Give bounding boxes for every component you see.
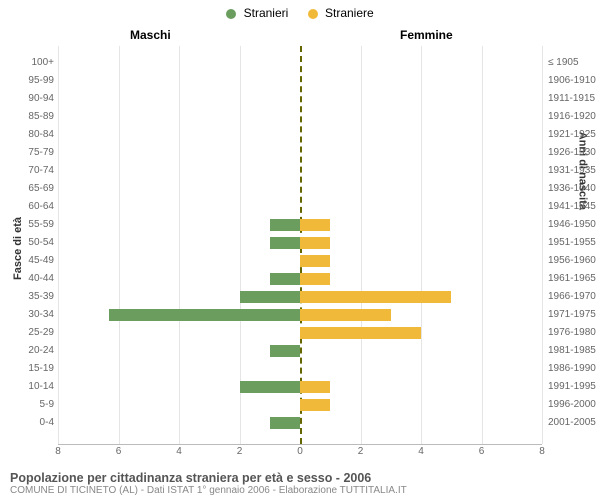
legend-swatch-female (308, 9, 318, 19)
bar-male (270, 273, 300, 285)
x-tick-label: 6 (479, 446, 485, 457)
age-group-label: 50-54 (18, 237, 54, 248)
x-tick-label: 2 (358, 446, 364, 457)
birth-year-label: 1966-1970 (548, 291, 596, 302)
x-tick-label: 8 (539, 446, 545, 457)
gridline (119, 46, 120, 444)
age-group-label: 35-39 (18, 291, 54, 302)
age-group-label: 55-59 (18, 219, 54, 230)
legend-swatch-male (226, 9, 236, 19)
age-group-label: 5-9 (18, 399, 54, 410)
plot-area (58, 46, 542, 445)
chart-footer: Popolazione per cittadinanza straniera p… (10, 471, 590, 496)
bar-male (270, 237, 300, 249)
birth-year-label: 1911-1915 (548, 93, 595, 104)
bar-female (300, 291, 451, 303)
birth-year-label: 1906-1910 (548, 75, 596, 86)
footer-subtitle: COMUNE DI TICINETO (AL) - Dati ISTAT 1° … (10, 485, 590, 496)
birth-year-label: 1926-1930 (548, 147, 596, 158)
age-group-label: 40-44 (18, 273, 54, 284)
age-group-label: 95-99 (18, 75, 54, 86)
birth-year-label: 1986-1990 (548, 363, 596, 374)
bar-male (109, 309, 300, 321)
legend-item-female: Straniere (308, 6, 374, 20)
bar-female (300, 219, 330, 231)
gridline (482, 46, 483, 444)
gridline (542, 46, 543, 444)
age-group-label: 45-49 (18, 255, 54, 266)
bar-male (270, 219, 300, 231)
bar-male (240, 381, 301, 393)
bar-female (300, 327, 421, 339)
bar-female (300, 237, 330, 249)
legend: Stranieri Straniere (0, 6, 600, 20)
x-tick-label: 2 (237, 446, 243, 457)
birth-year-label: 1996-2000 (548, 399, 596, 410)
age-group-label: 100+ (18, 57, 54, 68)
birth-year-label: ≤ 1905 (548, 57, 579, 68)
gridline (361, 46, 362, 444)
column-header-male: Maschi (130, 28, 171, 42)
bar-female (300, 399, 330, 411)
bar-male (270, 417, 300, 429)
gridline (179, 46, 180, 444)
birth-year-label: 1956-1960 (548, 255, 596, 266)
gridline (58, 46, 59, 444)
age-group-label: 20-24 (18, 345, 54, 356)
x-tick-label: 8 (55, 446, 61, 457)
x-tick-label: 4 (176, 446, 182, 457)
age-group-label: 15-19 (18, 363, 54, 374)
x-tick-label: 6 (116, 446, 122, 457)
birth-year-label: 1951-1955 (548, 237, 596, 248)
age-group-label: 80-84 (18, 129, 54, 140)
birth-year-label: 1981-1985 (548, 345, 596, 356)
birth-year-label: 1971-1975 (548, 309, 596, 320)
birth-year-label: 2001-2005 (548, 417, 596, 428)
legend-label-female: Straniere (325, 6, 374, 20)
age-group-label: 90-94 (18, 93, 54, 104)
legend-item-male: Stranieri (226, 6, 288, 20)
bar-male (240, 291, 301, 303)
bar-male (270, 345, 300, 357)
population-pyramid-chart: Stranieri Straniere Maschi Femmine Fasce… (0, 0, 600, 500)
birth-year-label: 1941-1945 (548, 201, 596, 212)
birth-year-label: 1991-1995 (548, 381, 596, 392)
age-group-label: 10-14 (18, 381, 54, 392)
birth-year-label: 1946-1950 (548, 219, 596, 230)
birth-year-label: 1921-1925 (548, 129, 596, 140)
age-group-label: 70-74 (18, 165, 54, 176)
age-group-label: 75-79 (18, 147, 54, 158)
age-group-label: 25-29 (18, 327, 54, 338)
x-tick-label: 0 (297, 446, 303, 457)
bar-female (300, 309, 391, 321)
birth-year-label: 1916-1920 (548, 111, 596, 122)
birth-year-label: 1961-1965 (548, 273, 596, 284)
age-group-label: 0-4 (18, 417, 54, 428)
x-tick-label: 4 (418, 446, 424, 457)
age-group-label: 65-69 (18, 183, 54, 194)
birth-year-label: 1976-1980 (548, 327, 596, 338)
birth-year-label: 1936-1940 (548, 183, 596, 194)
footer-title: Popolazione per cittadinanza straniera p… (10, 471, 590, 485)
legend-label-male: Stranieri (244, 6, 289, 20)
birth-year-label: 1931-1935 (548, 165, 596, 176)
age-group-label: 60-64 (18, 201, 54, 212)
gridline (421, 46, 422, 444)
bar-female (300, 273, 330, 285)
column-header-female: Femmine (400, 28, 453, 42)
bar-female (300, 381, 330, 393)
bar-female (300, 255, 330, 267)
age-group-label: 85-89 (18, 111, 54, 122)
age-group-label: 30-34 (18, 309, 54, 320)
